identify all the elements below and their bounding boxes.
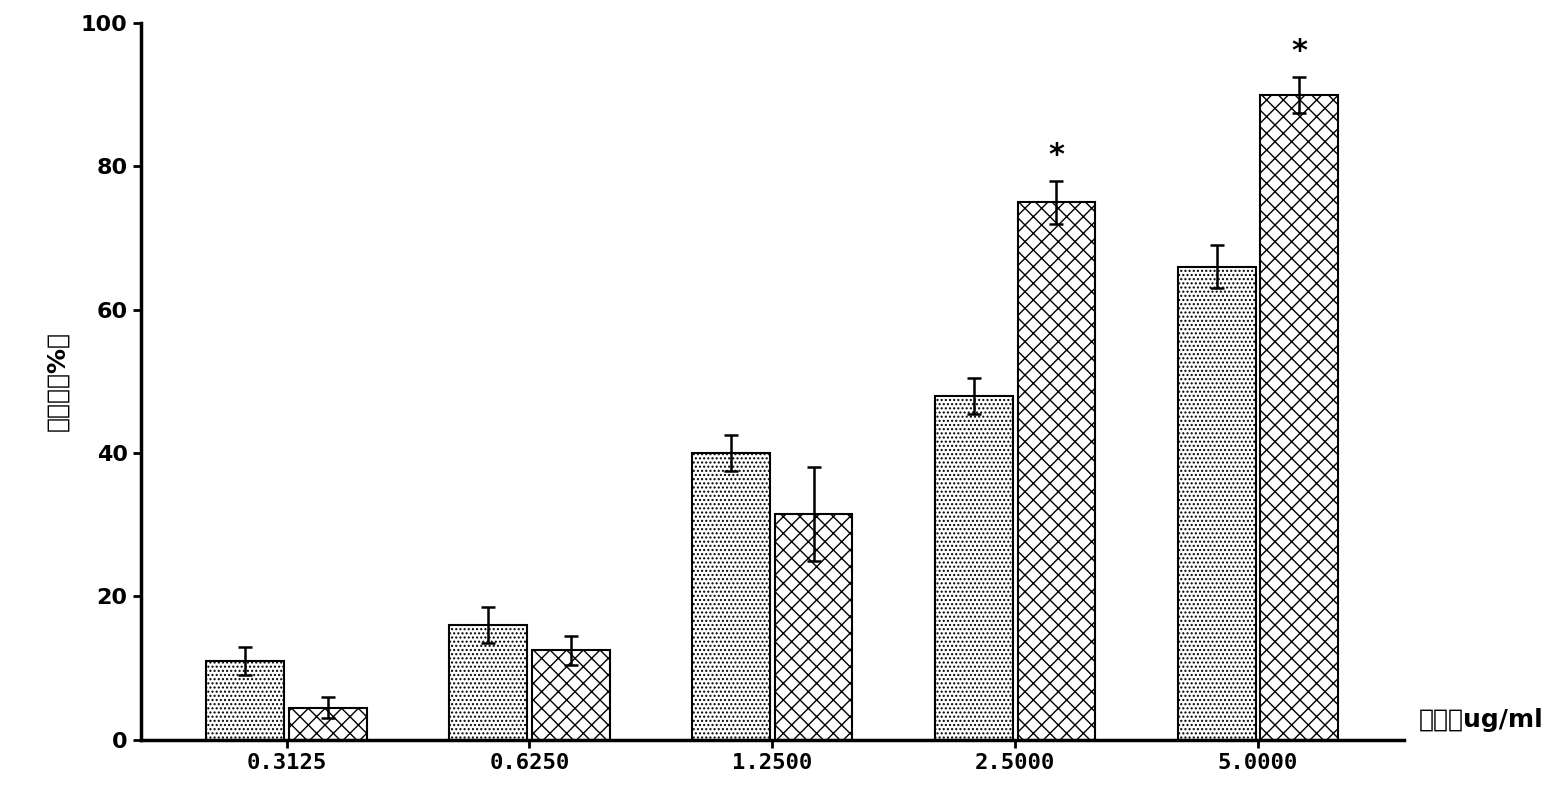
Bar — [774, 514, 853, 740]
Bar — [934, 396, 1013, 740]
Text: *: * — [1049, 141, 1064, 170]
Bar — [692, 453, 769, 740]
Bar — [1018, 203, 1095, 740]
Text: *: * — [1291, 37, 1308, 66]
Bar — [1260, 95, 1338, 740]
Text: 浓度（ug/ml）: 浓度（ug/ml） — [1419, 708, 1542, 732]
Bar — [207, 661, 284, 740]
Bar — [1178, 266, 1255, 740]
Bar — [449, 625, 527, 740]
Y-axis label: 抑制率（%）: 抑制率（%） — [46, 332, 69, 431]
Bar — [288, 708, 367, 740]
Bar — [532, 650, 609, 740]
